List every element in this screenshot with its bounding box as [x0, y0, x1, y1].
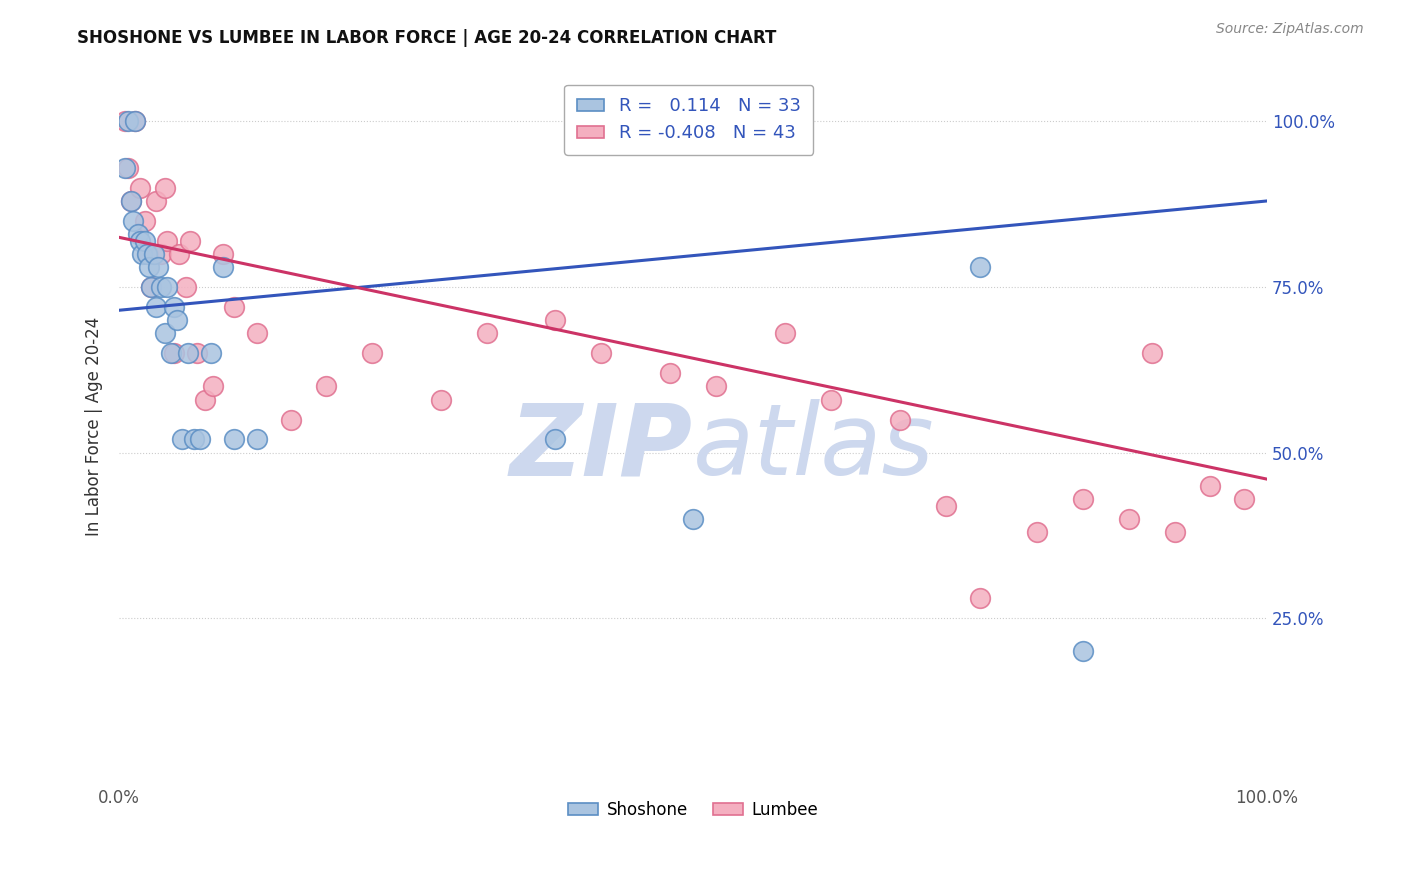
- Point: [1140, 346, 1163, 360]
- Point: [200, 346, 222, 360]
- Point: [124, 114, 146, 128]
- Point: [544, 433, 567, 447]
- Point: [969, 260, 991, 275]
- Point: [124, 114, 146, 128]
- Point: [194, 392, 217, 407]
- Point: [114, 114, 136, 128]
- Point: [166, 313, 188, 327]
- Point: [1071, 491, 1094, 506]
- Point: [889, 412, 911, 426]
- Y-axis label: In Labor Force | Age 20-24: In Labor Force | Age 20-24: [86, 317, 103, 536]
- Point: [429, 392, 451, 407]
- Point: [163, 346, 186, 360]
- Point: [591, 346, 613, 360]
- Point: [134, 234, 156, 248]
- Point: [122, 214, 145, 228]
- Point: [1233, 491, 1256, 506]
- Point: [117, 161, 139, 175]
- Point: [127, 227, 149, 241]
- Point: [773, 326, 796, 341]
- Point: [163, 300, 186, 314]
- Point: [704, 379, 727, 393]
- Point: [186, 346, 208, 360]
- Point: [475, 326, 498, 341]
- Point: [141, 280, 163, 294]
- Point: [156, 234, 179, 248]
- Point: [659, 366, 682, 380]
- Point: [138, 260, 160, 275]
- Point: [153, 180, 176, 194]
- Point: [148, 260, 170, 275]
- Point: [246, 433, 269, 447]
- Point: [222, 433, 245, 447]
- Point: [145, 300, 167, 314]
- Point: [136, 247, 159, 261]
- Point: [153, 326, 176, 341]
- Text: atlas: atlas: [693, 399, 935, 496]
- Point: [174, 280, 197, 294]
- Point: [177, 346, 200, 360]
- Text: Source: ZipAtlas.com: Source: ZipAtlas.com: [1216, 22, 1364, 37]
- Point: [246, 326, 269, 341]
- Point: [129, 234, 152, 248]
- Text: ZIP: ZIP: [510, 399, 693, 496]
- Point: [1118, 512, 1140, 526]
- Point: [172, 433, 194, 447]
- Point: [131, 247, 153, 261]
- Point: [114, 161, 136, 175]
- Point: [167, 247, 190, 261]
- Point: [141, 280, 163, 294]
- Point: [544, 313, 567, 327]
- Point: [134, 214, 156, 228]
- Point: [160, 346, 183, 360]
- Point: [149, 280, 172, 294]
- Point: [183, 433, 205, 447]
- Point: [135, 247, 157, 261]
- Point: [211, 260, 233, 275]
- Point: [129, 180, 152, 194]
- Point: [142, 247, 165, 261]
- Point: [156, 280, 179, 294]
- Point: [682, 512, 704, 526]
- Point: [1198, 479, 1220, 493]
- Point: [145, 194, 167, 208]
- Point: [1026, 525, 1049, 540]
- Point: [1164, 525, 1187, 540]
- Text: SHOSHONE VS LUMBEE IN LABOR FORCE | AGE 20-24 CORRELATION CHART: SHOSHONE VS LUMBEE IN LABOR FORCE | AGE …: [77, 29, 776, 47]
- Point: [149, 247, 172, 261]
- Point: [117, 114, 139, 128]
- Point: [1071, 644, 1094, 658]
- Point: [120, 194, 142, 208]
- Point: [315, 379, 337, 393]
- Point: [179, 234, 201, 248]
- Point: [820, 392, 842, 407]
- Point: [935, 499, 957, 513]
- Point: [280, 412, 302, 426]
- Point: [969, 591, 991, 606]
- Point: [202, 379, 225, 393]
- Point: [360, 346, 382, 360]
- Legend: Shoshone, Lumbee: Shoshone, Lumbee: [561, 794, 824, 825]
- Point: [188, 433, 211, 447]
- Point: [222, 300, 245, 314]
- Point: [120, 194, 142, 208]
- Point: [211, 247, 233, 261]
